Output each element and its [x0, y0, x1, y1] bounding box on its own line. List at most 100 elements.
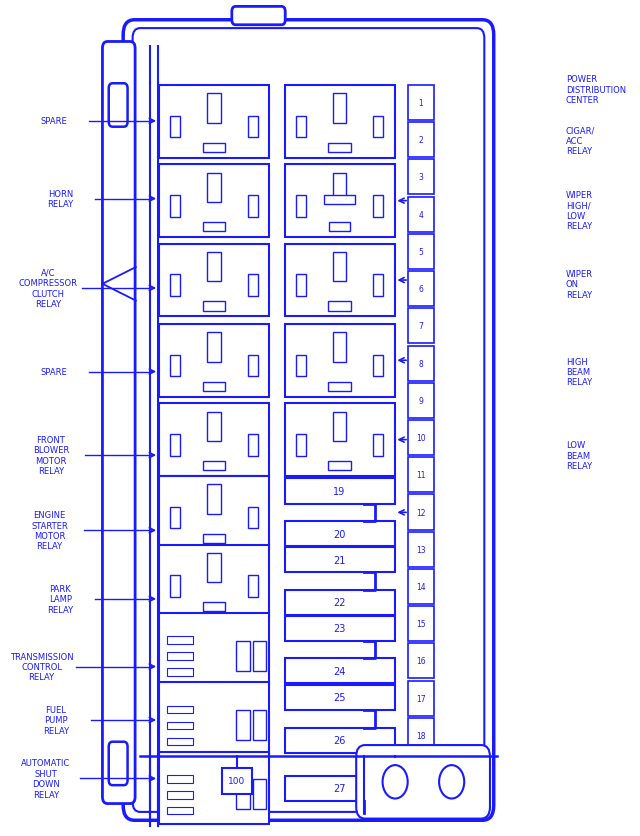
Bar	[203, 603, 225, 612]
Text: 17: 17	[416, 694, 426, 703]
Bar	[236, 710, 250, 740]
Bar	[159, 86, 269, 159]
Text: 1: 1	[419, 99, 423, 108]
Text: FUEL
PUMP
RELAY: FUEL PUMP RELAY	[43, 706, 69, 735]
FancyBboxPatch shape	[232, 8, 285, 26]
Bar	[248, 507, 257, 528]
Bar	[166, 775, 193, 782]
Bar	[408, 569, 434, 604]
Bar	[203, 144, 225, 153]
Bar	[408, 532, 434, 567]
Bar	[166, 737, 193, 745]
Bar	[203, 534, 225, 543]
Bar	[207, 173, 221, 202]
Bar	[253, 779, 266, 809]
FancyBboxPatch shape	[123, 21, 493, 820]
Bar	[408, 272, 434, 307]
Bar	[285, 244, 394, 317]
Bar	[236, 641, 250, 670]
Bar	[408, 235, 434, 270]
Bar	[296, 355, 306, 377]
Text: 23: 23	[333, 624, 346, 634]
Bar	[285, 659, 394, 683]
Text: 12: 12	[416, 508, 426, 517]
Bar	[296, 116, 306, 138]
Bar	[408, 457, 434, 492]
Bar	[253, 641, 266, 670]
Text: 11: 11	[416, 471, 426, 480]
Bar	[203, 222, 225, 232]
Text: 26: 26	[333, 735, 346, 745]
Bar	[159, 545, 269, 618]
Bar	[333, 252, 346, 282]
Bar	[408, 421, 434, 456]
Text: 8: 8	[419, 359, 423, 368]
Bar	[408, 606, 434, 641]
Bar	[408, 384, 434, 418]
Bar	[408, 123, 434, 158]
Bar	[207, 333, 221, 362]
Text: WIPER
ON
RELAY: WIPER ON RELAY	[566, 269, 593, 299]
Bar	[166, 653, 193, 660]
Text: ENGINE
STARTER
MOTOR
RELAY: ENGINE STARTER MOTOR RELAY	[31, 511, 68, 551]
Bar	[159, 682, 269, 755]
Text: 3: 3	[419, 173, 423, 182]
Text: SPARE: SPARE	[41, 368, 67, 376]
Bar	[408, 644, 434, 679]
Bar	[373, 275, 383, 297]
Bar	[285, 86, 394, 159]
Bar	[159, 614, 269, 686]
Text: CIGAR/
ACC
RELAY: CIGAR/ ACC RELAY	[566, 126, 595, 155]
FancyBboxPatch shape	[132, 29, 484, 812]
Bar	[236, 779, 250, 809]
Text: PARK
LAMP
RELAY: PARK LAMP RELAY	[47, 584, 74, 614]
Bar	[285, 404, 394, 477]
Bar	[207, 252, 221, 282]
Bar	[328, 144, 351, 153]
Bar	[207, 553, 221, 583]
Text: 16: 16	[416, 656, 426, 665]
Text: 27: 27	[333, 783, 346, 793]
Text: 10: 10	[416, 434, 426, 442]
Bar	[159, 477, 269, 549]
Bar	[296, 275, 306, 297]
Text: 21: 21	[333, 555, 346, 565]
Bar	[285, 727, 394, 752]
Text: 19: 19	[333, 487, 346, 497]
Bar	[170, 435, 180, 456]
Text: 20: 20	[333, 529, 346, 539]
Bar	[285, 776, 394, 801]
Text: 22: 22	[333, 598, 346, 608]
Text: 6: 6	[419, 285, 423, 293]
Bar	[248, 355, 257, 377]
Text: TRANSMISSION
CONTROL
RELAY: TRANSMISSION CONTROL RELAY	[10, 652, 74, 681]
Bar	[248, 196, 257, 217]
Bar	[408, 197, 434, 232]
Bar	[408, 346, 434, 381]
Bar	[285, 324, 394, 397]
Bar	[248, 116, 257, 138]
Bar	[207, 412, 221, 441]
Bar	[166, 791, 193, 798]
Text: HIGH
BEAM
RELAY: HIGH BEAM RELAY	[566, 357, 592, 387]
Bar	[408, 161, 434, 196]
Bar	[248, 275, 257, 297]
Bar	[408, 718, 434, 753]
FancyBboxPatch shape	[109, 84, 127, 128]
Bar	[328, 302, 351, 311]
Bar	[285, 548, 394, 573]
Bar	[203, 461, 225, 471]
Text: WIPER
HIGH/
LOW
RELAY: WIPER HIGH/ LOW RELAY	[566, 191, 593, 231]
Bar	[207, 94, 221, 124]
Text: 25: 25	[333, 692, 346, 702]
FancyBboxPatch shape	[356, 745, 490, 818]
Bar	[285, 590, 394, 615]
Text: AUTOMATIC
SHUT
DOWN
RELAY: AUTOMATIC SHUT DOWN RELAY	[21, 758, 70, 798]
Bar	[330, 222, 349, 232]
Bar	[324, 196, 355, 205]
Bar	[333, 333, 346, 362]
Text: 13: 13	[416, 545, 426, 554]
Bar	[170, 116, 180, 138]
Bar	[373, 196, 383, 217]
Text: FRONT
BLOWER
MOTOR
RELAY: FRONT BLOWER MOTOR RELAY	[33, 436, 69, 476]
